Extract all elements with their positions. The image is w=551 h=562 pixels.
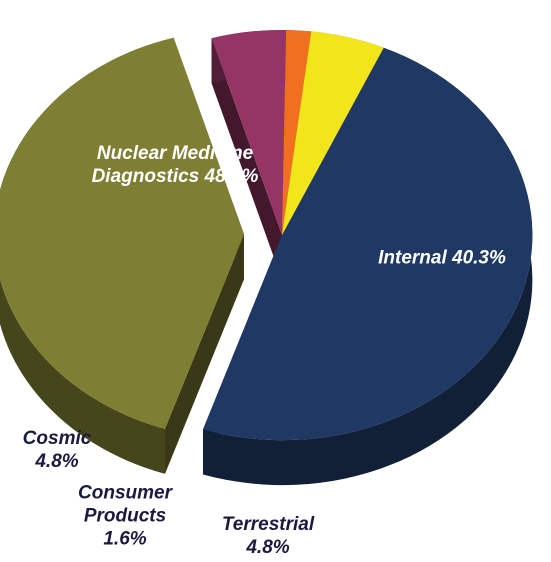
- data-label: Terrestrial 4.8%: [203, 513, 333, 559]
- data-label: Nuclear Medicine Diagnostics 48.4%: [60, 142, 290, 188]
- slice-name: Terrestrial: [221, 514, 315, 535]
- slice-value: 4.8%: [246, 537, 290, 558]
- data-label: Cosmic 4.8%: [7, 427, 107, 473]
- slice: [211, 29, 287, 235]
- data-label: Consumer Products 1.6%: [78, 482, 173, 551]
- slice-name: Nuclear Medicine Diagnostics: [91, 143, 254, 187]
- slice-name: Cosmic: [22, 428, 92, 449]
- slice-value: 48.4%: [204, 166, 259, 187]
- slice-value: 4.8%: [35, 451, 79, 472]
- slice-side: [203, 47, 533, 486]
- slice: [282, 30, 312, 235]
- slice-name: Consumer Products: [78, 482, 172, 527]
- slice-cut-face: [211, 38, 282, 280]
- data-label: Internal 40.3%: [342, 247, 542, 270]
- slice: [0, 37, 244, 429]
- slice-cut-face: [165, 234, 244, 474]
- slice: [203, 47, 533, 441]
- slice: [282, 31, 384, 236]
- slice-value: 1.6%: [103, 528, 147, 550]
- slice-value: 40.3%: [452, 247, 506, 269]
- slice-name: Internal: [378, 247, 447, 269]
